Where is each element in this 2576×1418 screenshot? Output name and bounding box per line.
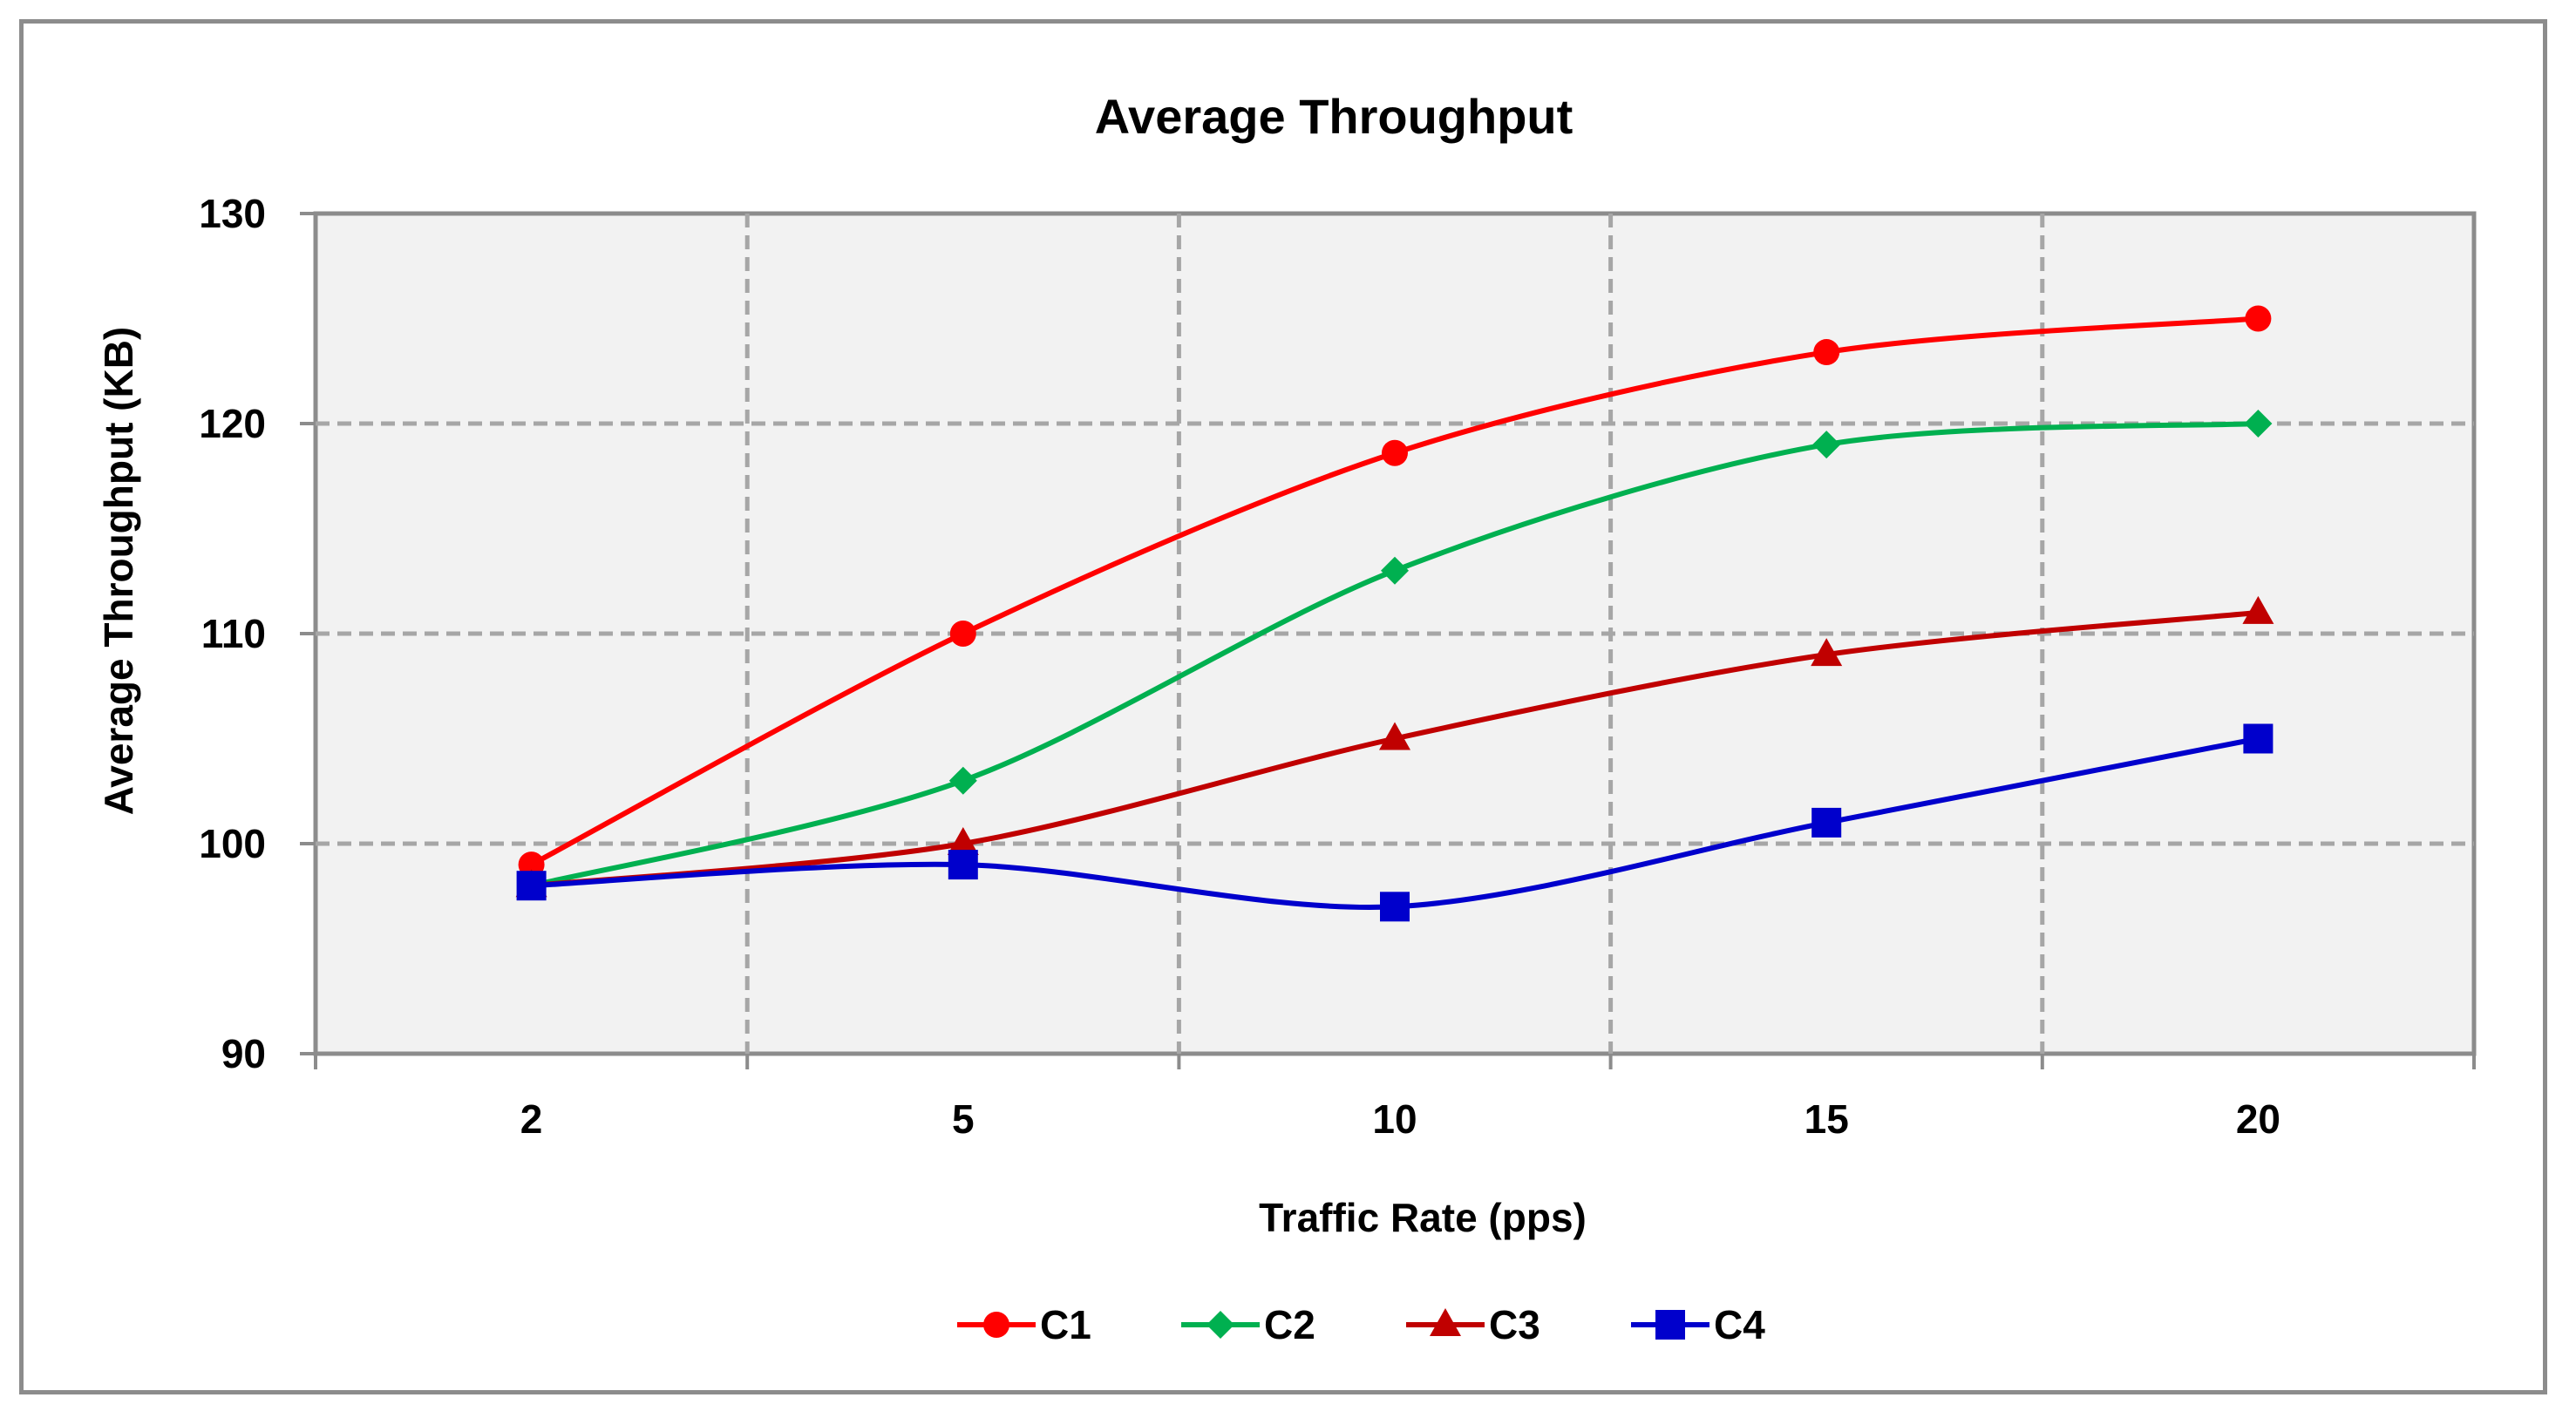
- x-tick-label: 15: [1805, 1096, 1849, 1142]
- legend-label: C3: [1489, 1302, 1540, 1347]
- x-tick-label: 10: [1372, 1096, 1417, 1142]
- data-point-c4: [516, 871, 547, 901]
- y-tick-label: 100: [199, 821, 266, 866]
- data-point-c4: [948, 850, 978, 880]
- x-axis-label: Traffic Rate (pps): [1259, 1195, 1587, 1240]
- data-point-c3: [2242, 595, 2274, 624]
- legend-item-c1: C1: [957, 1302, 1091, 1347]
- legend-marker: [1206, 1311, 1234, 1339]
- series-layer: [515, 305, 2274, 922]
- axes: 90 100 110 120 130 2 5 10 15 20: [199, 191, 2476, 1142]
- data-point-c3: [1811, 638, 1843, 667]
- data-point-c3: [1379, 722, 1410, 750]
- y-tick-label: 120: [199, 401, 266, 446]
- legend-marker: [1430, 1308, 1461, 1336]
- legend-item-c2: C2: [1181, 1302, 1315, 1347]
- data-point-c1: [1382, 439, 1408, 466]
- legend-item-c3: C3: [1406, 1302, 1540, 1347]
- y-tick-label: 110: [201, 611, 266, 656]
- data-point-c2: [1812, 431, 1841, 459]
- y-tick-label: 130: [199, 191, 266, 236]
- x-tick-label: 20: [2236, 1096, 2280, 1142]
- data-point-c1: [1813, 339, 1840, 366]
- y-tick-label: 90: [221, 1031, 266, 1076]
- legend-marker: [983, 1312, 1009, 1338]
- y-axis-label: Average Throughput (KB): [96, 327, 141, 816]
- legend-marker: [1655, 1310, 1685, 1340]
- x-tick-label: 5: [952, 1096, 975, 1142]
- chart-title: Average Throughput: [1095, 89, 1573, 144]
- data-point-c4: [2243, 723, 2274, 754]
- legend-label: C1: [1040, 1302, 1091, 1347]
- data-point-c1: [949, 621, 976, 647]
- data-point-c2: [2244, 410, 2273, 438]
- data-point-c3: [947, 827, 979, 855]
- legend-label: C2: [1264, 1302, 1315, 1347]
- gridlines: [316, 214, 2474, 1054]
- legend-item-c4: C4: [1631, 1302, 1765, 1347]
- x-tick-label: 2: [520, 1096, 543, 1142]
- data-point-c2: [1381, 556, 1409, 585]
- data-point-c2: [948, 766, 977, 795]
- data-point-c4: [1380, 892, 1410, 922]
- legend-label: C4: [1714, 1302, 1765, 1347]
- data-point-c1: [2245, 305, 2272, 332]
- legend: C1 C2 C3 C4: [957, 1302, 1765, 1347]
- data-point-c4: [1811, 807, 1842, 838]
